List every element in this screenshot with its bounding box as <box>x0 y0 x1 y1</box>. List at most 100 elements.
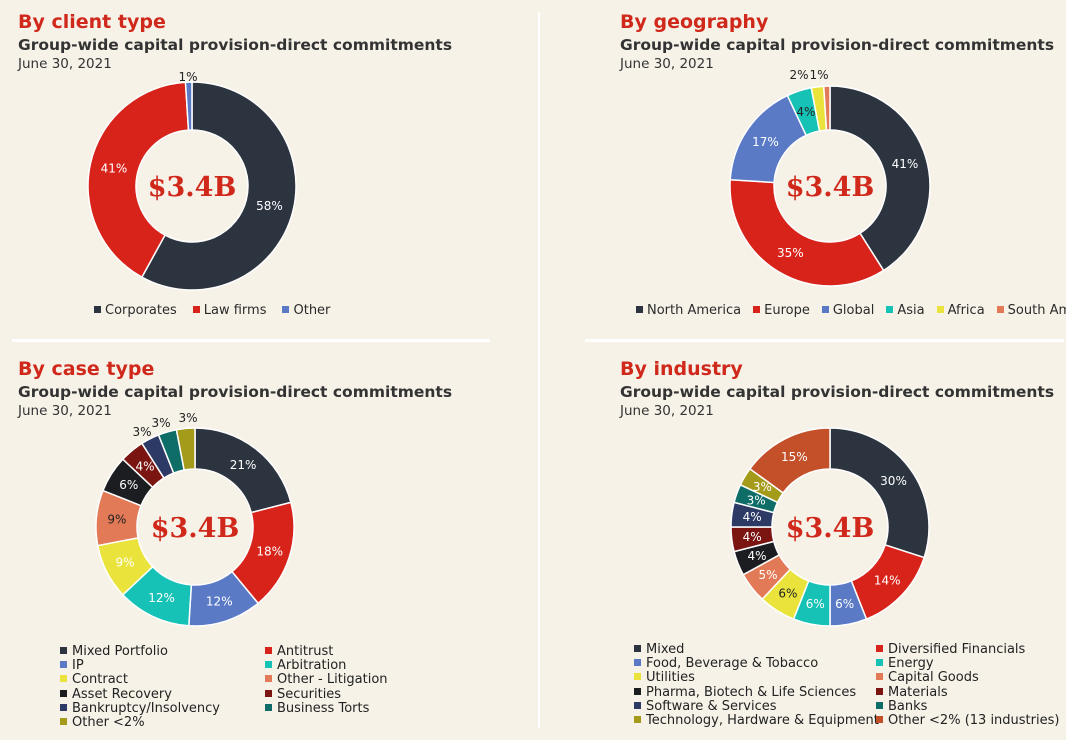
slice-south-america <box>822 85 831 131</box>
pct-label: 1% <box>178 70 197 84</box>
legend-item: Asset Recovery <box>60 687 172 702</box>
pct-label: 35% <box>777 246 804 260</box>
legend-item: Africa <box>936 303 985 318</box>
panel-title: By industry <box>620 358 743 380</box>
panel-date: June 30, 2021 <box>620 403 714 419</box>
legend-swatch <box>876 645 883 652</box>
legend-item: Other - Litigation <box>265 673 388 687</box>
legend-label: Contract <box>72 672 128 688</box>
legend-item: Mixed <box>634 643 684 657</box>
slice-law-firms <box>87 81 190 279</box>
legend-swatch <box>192 306 200 313</box>
legend-swatch <box>60 661 67 669</box>
legend-swatch <box>265 647 272 654</box>
pct-label: 1% <box>809 68 828 82</box>
legend-swatch <box>634 659 641 667</box>
pct-label: 2% <box>789 68 808 82</box>
legend-label: IP <box>72 658 84 674</box>
legend-item: Business Torts <box>265 701 369 716</box>
pct-label: 3% <box>178 411 197 425</box>
legend-label: Pharma, Biotech & Life Sciences <box>646 684 857 700</box>
center-total-label: $3.4B <box>148 172 237 203</box>
legend-swatch <box>60 718 67 725</box>
legend-item: Law firms <box>192 303 267 318</box>
legend-label: Software & Services <box>646 698 777 714</box>
panel-client-type: By client type Group-wide capital provis… <box>0 0 533 370</box>
legend-swatch <box>634 701 641 709</box>
pct-label: 6% <box>778 586 797 600</box>
donut-chart-client-type: 58% 41% 1% $3.4B <box>87 70 297 291</box>
legend-swatch <box>936 306 944 313</box>
legend-label: Other <2% (13 industries) <box>888 713 1060 728</box>
legend-swatch <box>282 306 290 313</box>
legend-item: Antitrust <box>265 645 333 659</box>
legend-label: Global <box>832 303 875 318</box>
slice-corporates <box>140 81 297 291</box>
legend-swatch <box>60 647 67 654</box>
panel-geography: By geography Group-wide capital provisio… <box>533 0 1066 370</box>
panel-subtitle: Group-wide capital provision-direct comm… <box>620 36 1055 54</box>
legend-item: Corporates <box>94 303 177 318</box>
legend-swatch <box>60 675 67 683</box>
legend-label: Diversified Financials <box>888 642 1026 657</box>
legend-label: Mixed <box>646 642 685 657</box>
slice-other <box>184 81 193 131</box>
horizontal-divider-right <box>585 339 1064 342</box>
pct-label: 21% <box>230 458 257 472</box>
legend-swatch <box>634 645 641 652</box>
legend-label: Energy <box>888 656 934 672</box>
legend-item: Bankruptcy/Insolvency <box>60 700 220 716</box>
legend-swatch <box>265 675 272 683</box>
pct-label: 6% <box>806 597 825 611</box>
slice-other-2- <box>175 427 196 471</box>
legend-label: Corporates <box>105 303 177 318</box>
legend-item: Materials <box>876 685 948 700</box>
panel-title: By case type <box>18 358 155 380</box>
legend-label: Asia <box>897 303 925 318</box>
pct-label: 3% <box>753 480 772 494</box>
legend-item: Software & Services <box>634 698 777 714</box>
legend-label: Food, Beverage & Tobacco <box>646 656 819 672</box>
pct-label: 9% <box>107 513 126 527</box>
panel-case-type: By case type Group-wide capital provisio… <box>0 347 533 730</box>
panel-industry: By industry Group-wide capital provision… <box>533 347 1066 728</box>
legend-label: Utilities <box>646 670 695 686</box>
pct-label: 6% <box>835 597 854 611</box>
legend-label: Bankruptcy/Insolvency <box>72 700 220 716</box>
legend-item: IP <box>60 659 84 673</box>
legend-item: Technology, Hardware & Equipment <box>634 714 879 728</box>
legend-label: Other <2% <box>72 715 145 730</box>
legend-label: Other - Litigation <box>277 672 388 688</box>
donut-chart-geography: 41% 35% 17% 4% 2% 1% $3.4B <box>729 68 931 287</box>
pct-label: 14% <box>874 574 901 588</box>
legend-swatch <box>876 673 883 681</box>
pct-label: 5% <box>758 568 777 582</box>
slice-europe <box>729 178 885 287</box>
legend-swatch <box>60 703 67 711</box>
legend: North America Europe Global Asia Africa South… <box>636 303 1066 318</box>
center-total-label: $3.4B <box>786 513 875 544</box>
legend-item: Energy <box>876 657 934 671</box>
pct-label: 3% <box>151 416 170 430</box>
pct-label: 41% <box>101 162 128 176</box>
vertical-divider <box>538 12 540 728</box>
legend-swatch <box>753 306 761 313</box>
pct-label: 3% <box>747 493 766 507</box>
pct-label: 18% <box>256 544 283 558</box>
center-total-label: $3.4B <box>786 172 875 203</box>
legend-swatch <box>265 661 272 669</box>
legend-item: Europe <box>753 303 810 318</box>
legend-label: Law firms <box>203 303 267 318</box>
pct-label: 41% <box>892 157 919 171</box>
legend-item: Pharma, Biotech & Life Sciences <box>634 684 857 700</box>
legend-label: Other <box>293 303 331 318</box>
legend-swatch <box>94 306 101 313</box>
legend-swatch <box>876 659 883 667</box>
legend-item: Diversified Financials <box>876 643 1025 657</box>
legend-swatch <box>265 689 272 697</box>
slice-other-2-13-industries- <box>748 427 831 494</box>
legend-swatch <box>876 687 883 695</box>
slice-mixed <box>829 427 930 559</box>
legend-swatch <box>634 716 641 723</box>
donut-chart-industry: 30%14%6%6%6%5%4%4%4%3%3%15%$3.4B <box>730 427 930 627</box>
